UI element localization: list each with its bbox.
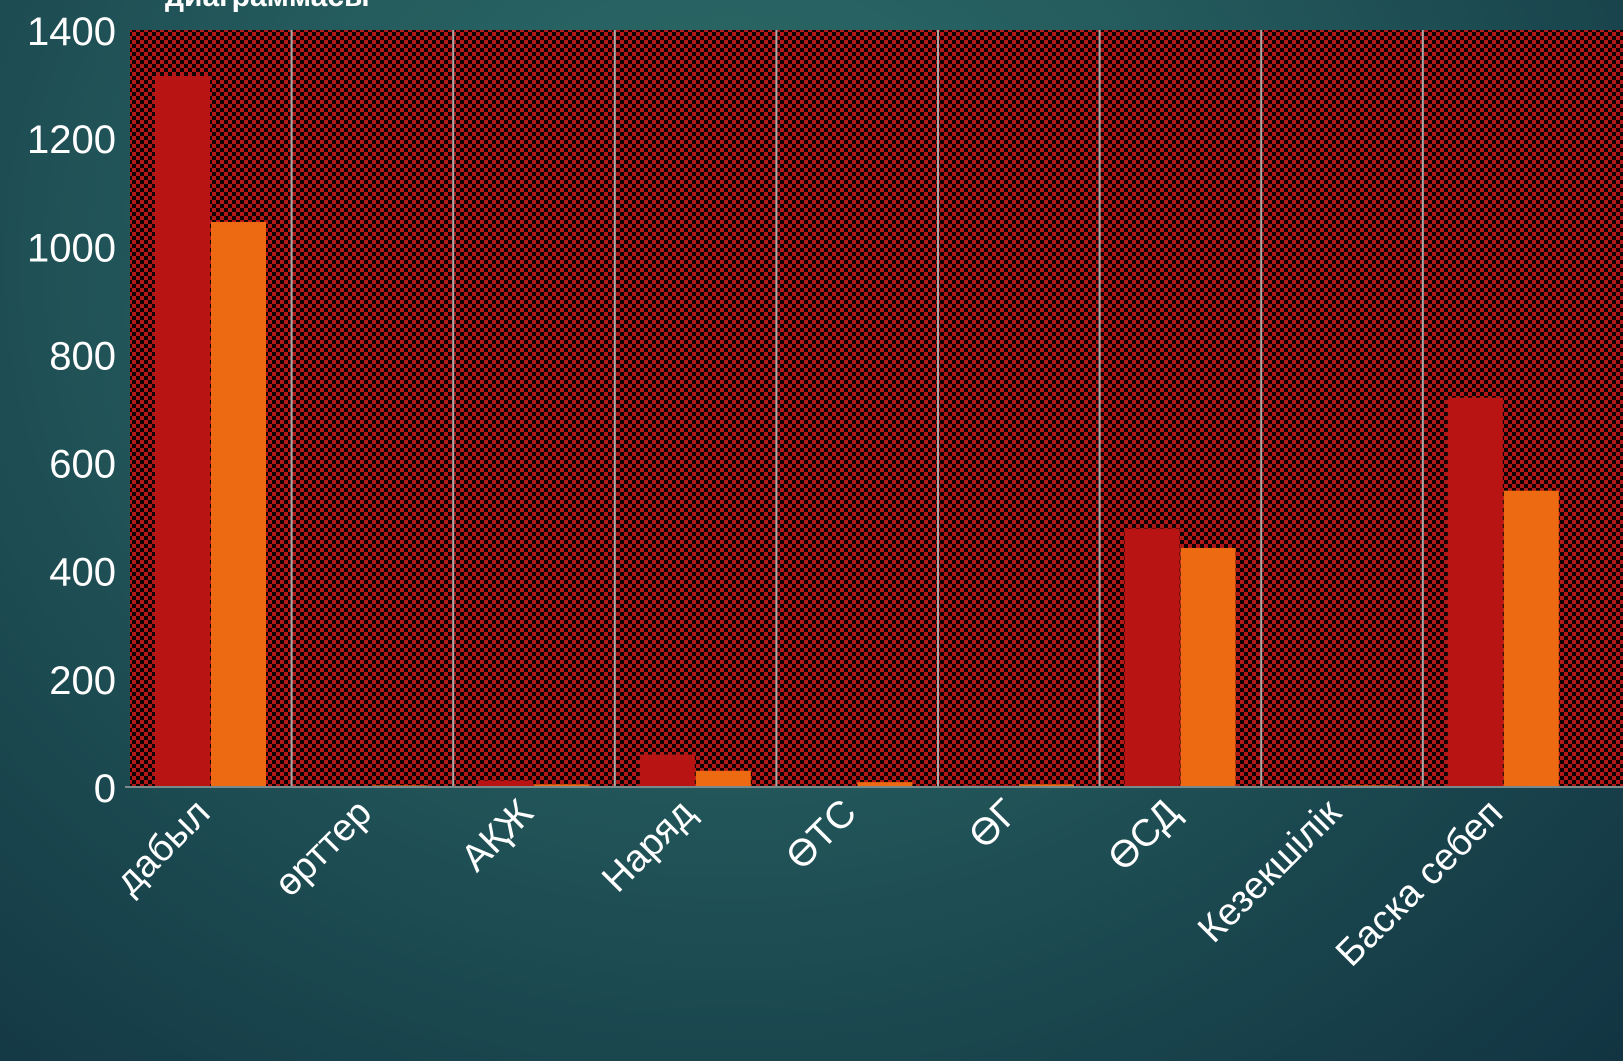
bar-series-2-2	[534, 784, 590, 787]
chart-title-fragment: диаграммасы	[165, 0, 370, 14]
x-tick-label: дабыл	[108, 792, 219, 903]
y-tick-label: 1200	[27, 118, 116, 162]
bar-series-2-3	[695, 770, 751, 787]
bar-series-2-0	[211, 221, 266, 788]
x-tick-label: Баска себеп	[1328, 792, 1511, 975]
x-tick-label: АҚЖ	[453, 792, 541, 880]
x-tick-label: ӨТС	[778, 792, 864, 878]
plot-area-background	[130, 30, 1623, 787]
bar-series-1-6	[1124, 528, 1180, 787]
y-tick-label: 200	[49, 659, 116, 703]
bar-series-2-6	[1180, 548, 1236, 787]
x-tick-label: ӨГ	[961, 792, 1026, 857]
x-axis-category-labels: дабыл өрттер АҚЖ Наряд ӨТС ӨГ ӨСД КезекшілікБас…	[108, 791, 1512, 974]
y-tick-label: 800	[49, 334, 116, 378]
category-dividers	[290, 30, 1424, 787]
y-axis-tick-labels: 0 200 400 600 800 1000 1200 1400	[27, 10, 116, 811]
bar-series-2-5	[1019, 784, 1074, 787]
bar-series-1-0	[155, 75, 210, 788]
y-tick-label: 0	[94, 767, 116, 811]
bar-series-1-8	[1447, 397, 1503, 787]
x-tick-label: Кезекшілік	[1190, 791, 1350, 951]
y-tick-label: 400	[49, 551, 116, 595]
bar-series-2-8	[1503, 490, 1559, 787]
x-tick-label: ӨСД	[1100, 791, 1188, 879]
x-tick-label: өрттер	[267, 792, 380, 905]
x-tick-label: Наряд	[594, 792, 703, 901]
y-tick-label: 1400	[27, 10, 116, 54]
bar-series-1-2	[478, 780, 534, 787]
bar-series-1-3	[639, 754, 695, 787]
y-tick-label: 1000	[27, 226, 116, 270]
bar-series-2-4	[857, 782, 913, 787]
bars-group	[155, 75, 1559, 788]
y-tick-label: 600	[49, 443, 116, 487]
